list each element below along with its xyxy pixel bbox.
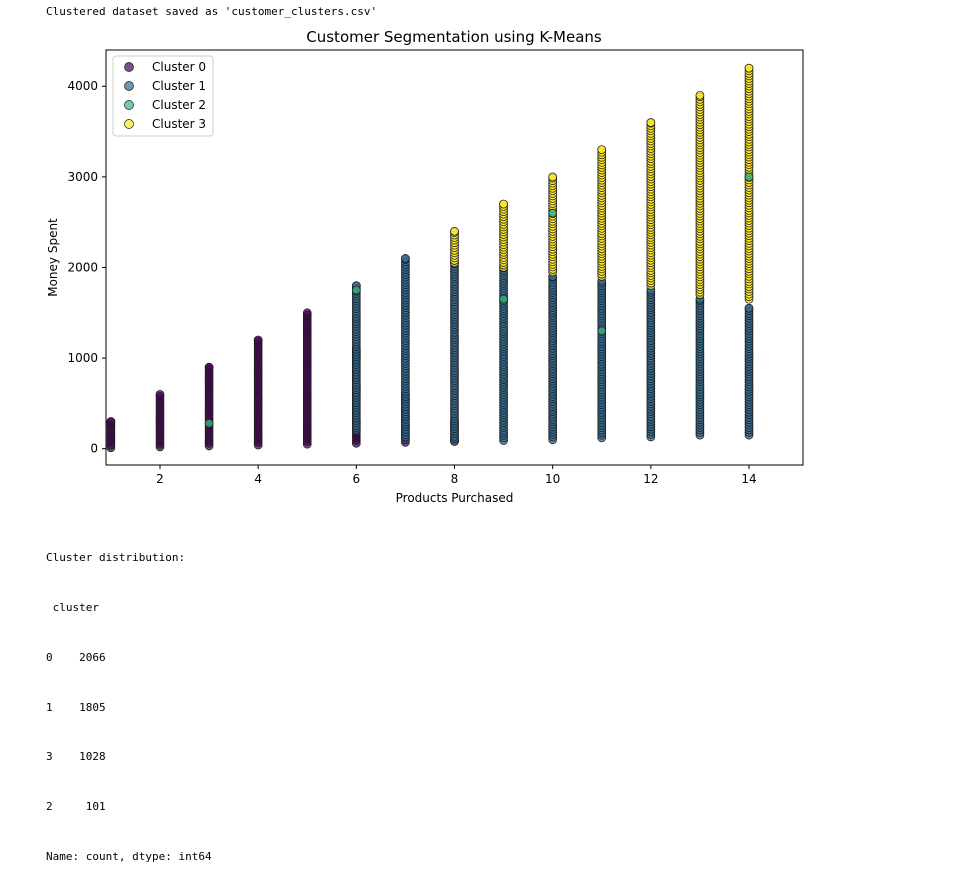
series-cluster-1 (351, 254, 754, 446)
legend-label: Cluster 3 (152, 117, 206, 131)
x-axis-label: Products Purchased (396, 491, 514, 505)
x-tick-label: 2 (156, 472, 164, 486)
x-tick-label: 10 (545, 472, 560, 486)
distribution-index-name: cluster (46, 600, 99, 614)
data-point (204, 418, 214, 428)
data-point (744, 172, 754, 182)
data-point (401, 254, 410, 263)
data-point (646, 118, 656, 127)
distribution-footer: Name: count, dtype: int64 (46, 849, 212, 863)
data-point (695, 90, 705, 100)
distribution-row: 0 2066 (46, 650, 106, 664)
data-point (106, 417, 116, 426)
series-cluster-3 (450, 63, 754, 304)
y-axis-label: Money Spent (46, 218, 60, 297)
distribution-row: 2 101 (46, 800, 106, 814)
data-point (597, 145, 607, 155)
y-tick-label: 2000 (67, 260, 98, 274)
x-tick-label: 8 (451, 472, 459, 486)
legend-marker (124, 62, 134, 72)
data-point (450, 226, 459, 236)
distribution-row: 3 1028 (46, 750, 106, 764)
legend-item: Cluster 1 (124, 79, 206, 93)
data-point (204, 362, 214, 372)
legend: Cluster 0 Cluster 1 Cluster 2 Cluster 3 (112, 55, 214, 137)
y-tick-label: 3000 (67, 170, 98, 184)
legend-item: Cluster 0 (124, 60, 206, 74)
y-tick-label: 4000 (67, 79, 98, 93)
output-saved-message: Clustered dataset saved as 'customer_clu… (46, 5, 378, 18)
data-point (499, 294, 508, 304)
data-point (499, 199, 508, 209)
x-tick-label: 14 (741, 472, 756, 486)
y-tick-label: 1000 (67, 351, 98, 365)
data-point (548, 172, 558, 182)
distribution-header: Cluster distribution: (46, 551, 186, 565)
x-axis-ticks: 2 4 6 8 10 12 14 (156, 465, 757, 486)
data-point (597, 326, 607, 336)
y-tick-label: 0 (90, 442, 98, 456)
legend-label: Cluster 2 (152, 98, 206, 112)
distribution-row: 1 1805 (46, 700, 106, 714)
scatter-chart: Customer Segmentation using K-Means 2 4 6 8… (46, 28, 804, 505)
legend-marker (124, 81, 134, 91)
points-layer (106, 63, 754, 453)
legend-box (112, 55, 214, 137)
series-cluster-2 (204, 172, 754, 428)
y-axis-ticks: 0 1000 2000 3000 4000 (67, 79, 106, 456)
cluster-distribution-output: Cluster distribution: cluster 0 2066 1 1… (46, 517, 212, 882)
data-point (253, 335, 263, 345)
legend-marker (124, 119, 134, 129)
data-point (155, 389, 165, 399)
x-tick-label: 4 (254, 472, 262, 486)
data-point (302, 308, 312, 318)
data-point (351, 285, 361, 295)
data-point (744, 303, 754, 313)
legend-label: Cluster 1 (152, 79, 206, 93)
legend-item: Cluster 2 (124, 98, 206, 112)
legend-item: Cluster 3 (124, 117, 206, 131)
data-point (744, 63, 754, 73)
data-point (548, 208, 558, 218)
chart-title: Customer Segmentation using K-Means (306, 28, 602, 46)
x-tick-label: 12 (643, 472, 658, 486)
legend-label: Cluster 0 (152, 60, 206, 74)
x-tick-label: 6 (353, 472, 361, 486)
legend-marker (124, 100, 134, 110)
